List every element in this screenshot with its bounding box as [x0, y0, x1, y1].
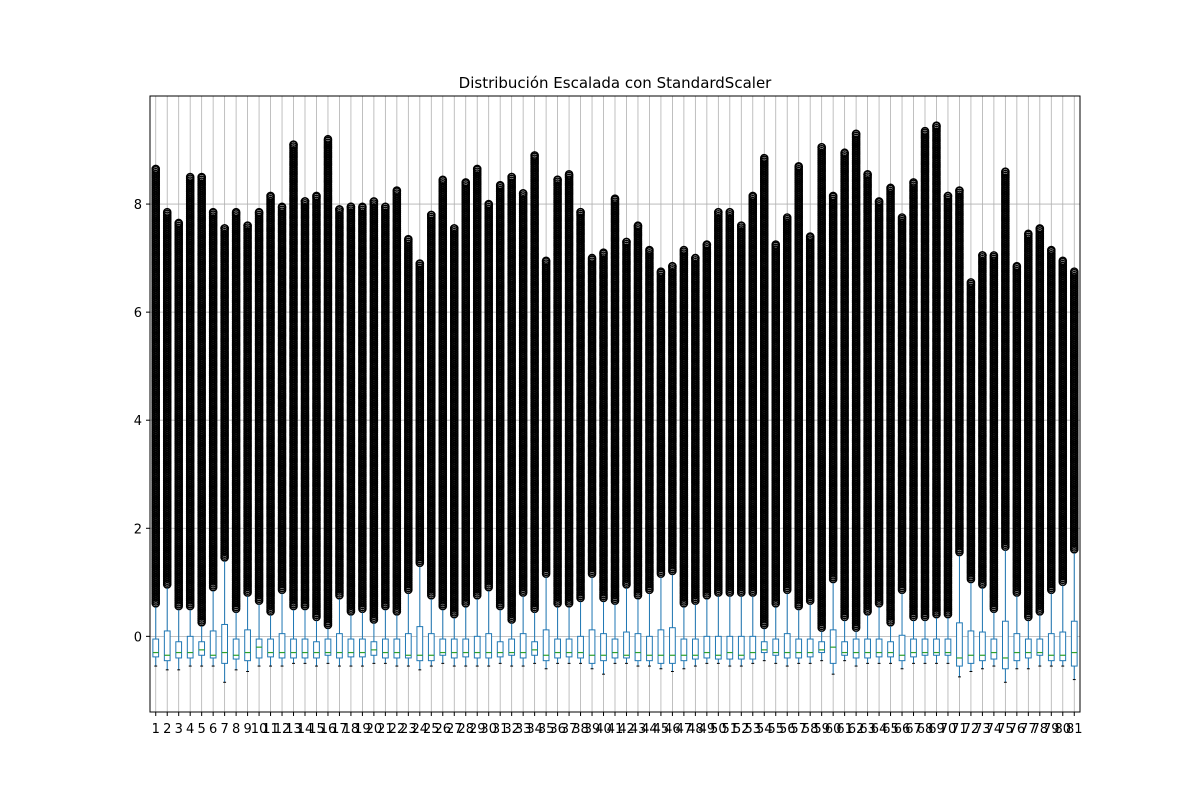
- iqr-box: [337, 634, 343, 658]
- chart-title: Distribución Escalada con StandardScaler: [459, 74, 773, 92]
- iqr-box: [233, 639, 239, 659]
- iqr-box: [383, 639, 389, 658]
- box-group: [301, 198, 308, 664]
- box-group: [267, 192, 274, 666]
- iqr-box: [210, 631, 216, 658]
- box-group: [359, 203, 366, 666]
- box-group: [198, 173, 205, 666]
- box-group: [313, 192, 320, 666]
- iqr-box: [360, 639, 366, 657]
- box-group: [175, 219, 182, 669]
- box-group: [336, 206, 343, 666]
- box-group: [382, 203, 389, 663]
- iqr-box: [176, 642, 182, 658]
- iqr-box: [291, 639, 297, 658]
- iqr-box: [199, 642, 205, 656]
- iqr-box: [153, 639, 159, 657]
- iqr-box: [222, 624, 228, 663]
- box-group: [370, 198, 377, 664]
- iqr-box: [371, 642, 377, 656]
- iqr-box: [164, 631, 170, 661]
- iqr-box: [314, 642, 320, 658]
- box-group: [255, 209, 262, 666]
- data-layer: [152, 122, 1078, 682]
- box-group: [152, 165, 159, 666]
- iqr-box: [187, 636, 193, 658]
- iqr-box: [268, 639, 274, 657]
- iqr-box: [348, 639, 354, 657]
- box-group: [324, 136, 331, 664]
- iqr-box: [279, 634, 285, 658]
- iqr-box: [256, 639, 262, 658]
- iqr-box: [394, 639, 400, 658]
- box-group: [233, 209, 240, 670]
- iqr-box: [302, 639, 308, 658]
- iqr-box: [245, 630, 251, 661]
